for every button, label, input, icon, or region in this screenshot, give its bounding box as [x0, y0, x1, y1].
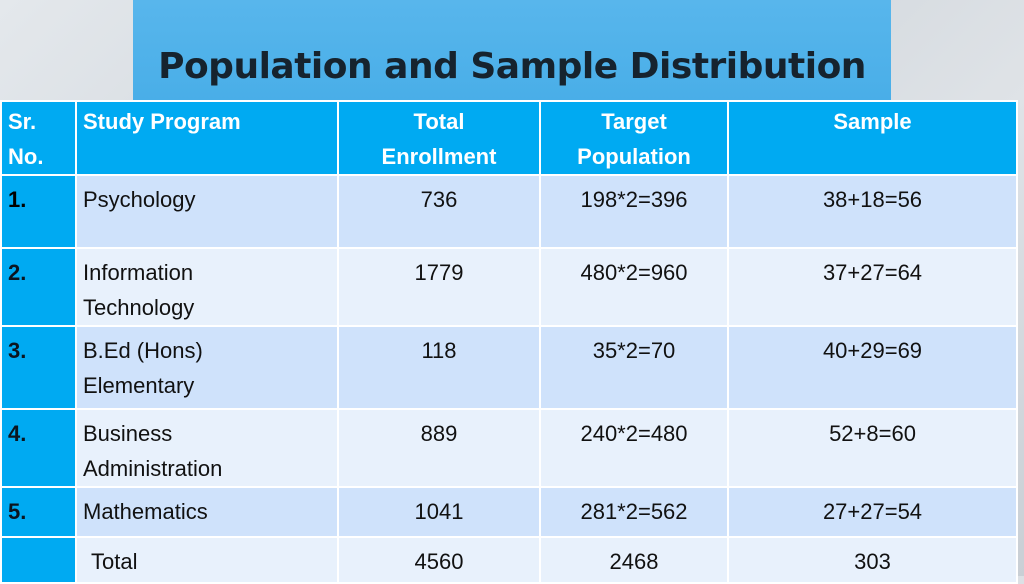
- row-target-population: 480*2=960: [539, 247, 729, 327]
- row-target-population: 240*2=480: [539, 408, 729, 488]
- title-banner: Population and Sample Distribution: [133, 0, 891, 100]
- header-total-enrollment: Total Enrollment: [337, 100, 541, 176]
- program-line-1: Psychology: [83, 187, 196, 212]
- header-target-population: Target Population: [539, 100, 729, 176]
- row-sample: 40+29=69: [727, 325, 1018, 410]
- header-row: Sr. No. Study Program Total Enrollment T…: [0, 100, 1018, 176]
- program-line-1: B.Ed (Hons): [83, 338, 203, 363]
- row-sample: 27+27=54: [727, 486, 1018, 538]
- program-line-2: Technology: [83, 295, 195, 320]
- row-sr-no: 5.: [0, 486, 77, 538]
- total-row: Total 4560 2468 303: [0, 536, 1018, 584]
- header-total-label: Total: [413, 109, 465, 134]
- table-row: 5. Mathematics 1041 281*2=562 27+27=54: [0, 486, 1018, 538]
- row-sample: 52+8=60: [727, 408, 1018, 488]
- row-total-enrollment: 118: [337, 325, 541, 410]
- row-study-program: B.Ed (Hons) Elementary: [75, 325, 339, 410]
- row-sr-no: 4.: [0, 408, 77, 488]
- program-line-2: Elementary: [83, 373, 195, 398]
- table-row: 1. Psychology 736 198*2=396 38+18=56: [0, 174, 1018, 249]
- distribution-table: Sr. No. Study Program Total Enrollment T…: [0, 100, 1018, 584]
- row-sr-no: 2.: [0, 247, 77, 327]
- program-line-2: Administration: [83, 456, 223, 481]
- row-study-program: Information Technology: [75, 247, 339, 327]
- table-row: 2. Information Technology 1779 480*2=960…: [0, 247, 1018, 327]
- row-study-program: Psychology: [75, 174, 339, 249]
- row-target-population: 198*2=396: [539, 174, 729, 249]
- row-total-enrollment: 889: [337, 408, 541, 488]
- row-sr-no: 1.: [0, 174, 77, 249]
- row-study-program: Mathematics: [75, 486, 339, 538]
- page-title: Population and Sample Distribution: [158, 46, 866, 87]
- row-study-program: Business Administration: [75, 408, 339, 488]
- table-row: 3. B.Ed (Hons) Elementary 118 35*2=70 40…: [0, 325, 1018, 410]
- program-line-1: Mathematics: [83, 499, 208, 524]
- row-sample: 38+18=56: [727, 174, 1018, 249]
- row-target-population: 281*2=562: [539, 486, 729, 538]
- total-label: Total: [75, 536, 339, 584]
- row-sr-no: 3.: [0, 325, 77, 410]
- table-row: 4. Business Administration 889 240*2=480…: [0, 408, 1018, 488]
- total-target-population: 2468: [539, 536, 729, 584]
- header-study-program: Study Program: [75, 100, 339, 176]
- header-population-label: Population: [577, 144, 691, 169]
- header-enrollment-label: Enrollment: [381, 144, 497, 169]
- header-sr-no: Sr. No.: [0, 100, 77, 176]
- header-sr-label: Sr.: [8, 109, 37, 134]
- header-sample: Sample: [727, 100, 1018, 176]
- total-sample: 303: [727, 536, 1018, 584]
- total-sr-no: [0, 536, 77, 584]
- row-total-enrollment: 736: [337, 174, 541, 249]
- total-enrollment: 4560: [337, 536, 541, 584]
- header-target-label: Target: [601, 109, 667, 134]
- row-total-enrollment: 1041: [337, 486, 541, 538]
- header-no-label: No.: [8, 144, 44, 169]
- row-target-population: 35*2=70: [539, 325, 729, 410]
- program-line-1: Information: [83, 260, 194, 285]
- row-sample: 37+27=64: [727, 247, 1018, 327]
- program-line-1: Business: [83, 421, 173, 446]
- row-total-enrollment: 1779: [337, 247, 541, 327]
